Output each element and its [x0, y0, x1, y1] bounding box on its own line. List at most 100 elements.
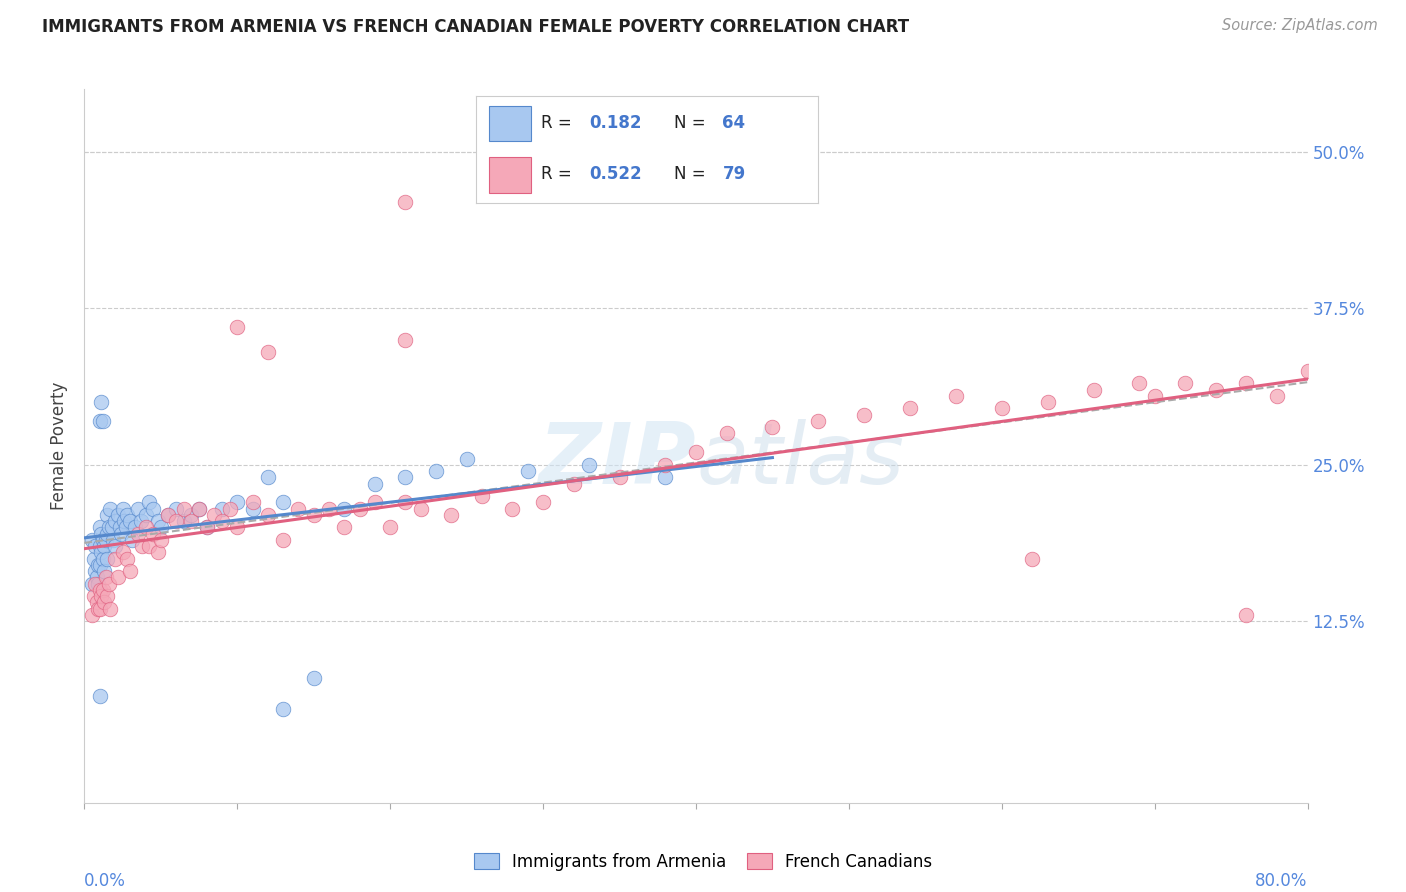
Point — [180, 508, 202, 522]
Point — [165, 501, 187, 516]
Point — [86, 595, 108, 609]
Point — [195, 520, 218, 534]
Point — [242, 495, 264, 509]
Point — [80, 533, 103, 547]
Point — [1236, 376, 1258, 391]
Point — [257, 470, 280, 484]
Point — [1036, 395, 1059, 409]
Point — [97, 520, 120, 534]
Point — [120, 564, 142, 578]
Point — [157, 508, 180, 522]
Point — [90, 589, 112, 603]
Point — [89, 539, 111, 553]
Point — [211, 514, 233, 528]
Point — [111, 501, 134, 516]
Text: Source: ZipAtlas.com: Source: ZipAtlas.com — [1222, 18, 1378, 33]
Point — [110, 526, 132, 541]
Point — [96, 589, 118, 603]
Point — [104, 539, 127, 553]
Y-axis label: Female Poverty: Female Poverty — [51, 382, 69, 510]
Point — [93, 539, 115, 553]
Point — [853, 408, 876, 422]
Point — [898, 401, 921, 416]
Point — [302, 508, 325, 522]
Text: IMMIGRANTS FROM ARMENIA VS FRENCH CANADIAN FEMALE POVERTY CORRELATION CHART: IMMIGRANTS FROM ARMENIA VS FRENCH CANADI… — [42, 18, 910, 36]
Point — [115, 508, 138, 522]
Point — [394, 333, 416, 347]
Point — [121, 533, 143, 547]
Point — [425, 464, 447, 478]
Point — [101, 520, 124, 534]
Point — [91, 414, 114, 428]
Point — [516, 464, 538, 478]
Point — [89, 520, 111, 534]
Point — [502, 501, 524, 516]
Point — [127, 501, 149, 516]
Point — [271, 533, 294, 547]
Point — [94, 533, 117, 547]
Point — [1205, 383, 1227, 397]
Point — [83, 589, 105, 603]
Point — [114, 520, 136, 534]
Point — [456, 451, 478, 466]
Text: ZIP: ZIP — [538, 418, 696, 502]
Point — [149, 520, 172, 534]
Point — [211, 501, 233, 516]
Point — [83, 551, 105, 566]
Point — [135, 508, 157, 522]
Point — [716, 426, 738, 441]
Point — [654, 470, 676, 484]
Point — [131, 539, 153, 553]
Point — [96, 526, 118, 541]
Point — [318, 501, 340, 516]
Point — [91, 551, 114, 566]
Point — [349, 501, 371, 516]
Point — [364, 476, 387, 491]
Point — [1128, 376, 1150, 391]
Point — [129, 514, 152, 528]
Point — [807, 414, 830, 428]
Point — [108, 520, 131, 534]
Point — [89, 558, 111, 572]
Point — [380, 520, 402, 534]
Point — [226, 495, 249, 509]
Point — [93, 595, 115, 609]
Point — [96, 508, 118, 522]
Point — [945, 389, 967, 403]
Point — [84, 539, 107, 553]
Text: 0.0%: 0.0% — [84, 871, 127, 889]
Point — [89, 582, 111, 597]
Point — [91, 533, 114, 547]
Point — [1236, 607, 1258, 622]
Point — [271, 495, 294, 509]
Point — [333, 520, 356, 534]
Point — [654, 458, 676, 472]
Point — [409, 501, 432, 516]
Point — [578, 458, 600, 472]
Point — [98, 601, 121, 615]
Point — [188, 501, 211, 516]
Point — [242, 501, 264, 516]
Point — [146, 514, 169, 528]
Point — [103, 533, 125, 547]
Point — [531, 495, 554, 509]
Point — [138, 495, 160, 509]
Point — [761, 420, 783, 434]
Point — [87, 558, 110, 572]
Point — [218, 501, 240, 516]
Point — [84, 564, 107, 578]
Point — [89, 690, 111, 704]
Text: atlas: atlas — [696, 418, 904, 502]
Point — [1083, 383, 1105, 397]
Point — [80, 607, 103, 622]
Point — [127, 526, 149, 541]
Point — [394, 194, 416, 209]
Point — [609, 470, 631, 484]
Point — [195, 520, 218, 534]
Point — [271, 702, 294, 716]
Point — [394, 470, 416, 484]
Point — [94, 570, 117, 584]
Point — [1021, 551, 1043, 566]
Point — [84, 576, 107, 591]
Point — [173, 514, 195, 528]
